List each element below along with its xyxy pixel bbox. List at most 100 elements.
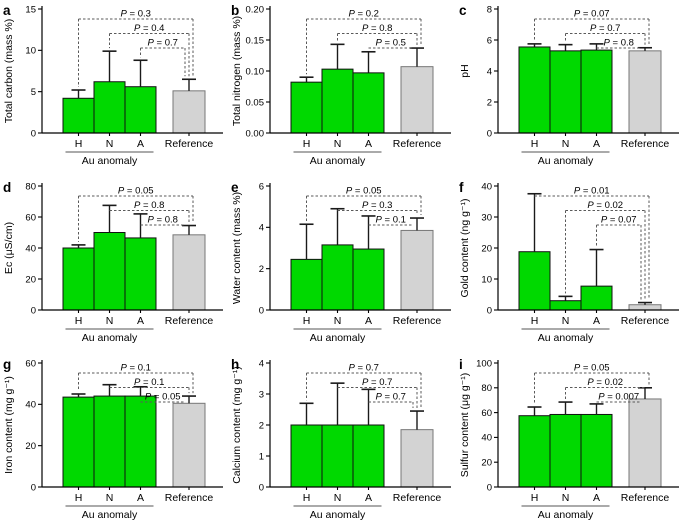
bar-h [290, 258, 323, 311]
p-value-label: P = 0.7 [349, 363, 379, 374]
group-label: Au anomaly [538, 332, 594, 344]
panel-letter: d [3, 180, 11, 195]
reference-bar-reference [400, 229, 434, 311]
y-tick-label: 40 [481, 181, 492, 192]
y-axis-title: pH [459, 64, 471, 77]
x-category-label: N [106, 138, 114, 150]
y-axis-title: Water content (mass %) [231, 192, 243, 304]
panel-letter: h [231, 357, 239, 372]
p-value-label: P = 0.8 [148, 215, 178, 226]
reference-bar-reference [628, 398, 662, 488]
y-tick-label: 20 [25, 274, 36, 285]
bar-a [580, 49, 613, 134]
bar-a [352, 72, 385, 134]
p-value-label: P = 0.05 [574, 363, 610, 374]
panel-chart-c: P = 0.07 P = 0.7 P = 0.8 0 2 4 6 8 H N A Reference A… [459, 3, 679, 167]
y-tick-label: 6 [487, 35, 492, 46]
p-value-label: P = 0.07 [574, 9, 610, 20]
y-tick-label: 10 [481, 274, 492, 285]
p-value-label: P = 0.3 [121, 9, 151, 20]
y-axis-title: Gold content (ng g⁻¹) [459, 199, 471, 298]
bar-h [290, 81, 323, 134]
x-category-label: H [75, 492, 83, 504]
x-category-label: H [303, 138, 311, 150]
bar-a [580, 285, 613, 311]
y-tick-label: 20 [25, 441, 36, 452]
x-category-label: A [137, 138, 144, 150]
panel-b: P = 0.2 P = 0.8 P = 0.5 0.00 0.05 0.10 0.15 0.2… [228, 0, 456, 177]
x-category-label: N [334, 492, 342, 504]
panel-letter: c [459, 3, 467, 18]
panel-letter: a [3, 3, 11, 18]
group-label: Au anomaly [82, 509, 138, 521]
y-tick-label: 40 [25, 400, 36, 411]
p-value-label: P = 0.8 [134, 200, 164, 211]
p-value-label: P = 0.05 [118, 186, 154, 197]
y-tick-label: 40 [25, 243, 36, 254]
x-category-label: Reference [393, 138, 442, 150]
reference-bar-reference [172, 234, 206, 311]
y-tick-label: 8 [487, 4, 492, 15]
bar-n [93, 81, 126, 134]
group-label: Au anomaly [310, 509, 366, 521]
y-axis-title: Sulfur content (μg g⁻¹) [459, 373, 471, 477]
bar-h [62, 97, 95, 134]
x-category-label: N [334, 315, 342, 327]
y-tick-label: 0 [259, 305, 264, 316]
x-category-label: A [593, 315, 600, 327]
y-tick-label: 4 [259, 358, 264, 369]
y-tick-label: 4 [259, 223, 264, 234]
bar-a [124, 86, 157, 134]
x-category-label: H [531, 492, 539, 504]
y-axis-title: Calcium content (mg g⁻¹) [231, 366, 243, 484]
x-category-label: A [593, 138, 600, 150]
y-tick-label: 0.20 [246, 4, 265, 15]
y-tick-label: 0 [259, 482, 264, 493]
y-tick-label: 0 [487, 128, 492, 139]
x-category-label: N [562, 315, 570, 327]
panel-letter: b [231, 3, 239, 18]
y-tick-label: 0.05 [246, 97, 265, 108]
y-tick-label: 80 [25, 181, 36, 192]
bar-n [321, 424, 354, 488]
panel-c: P = 0.07 P = 0.7 P = 0.8 0 2 4 6 8 H N A Reference A… [456, 0, 684, 177]
p-value-label: P = 0.7 [376, 392, 406, 403]
y-tick-label: 0.15 [246, 35, 265, 46]
y-axis-title: Iron content (mg g⁻¹) [3, 376, 15, 474]
reference-bar-reference [628, 50, 662, 134]
panel-chart-b: P = 0.2 P = 0.8 P = 0.5 0.00 0.05 0.10 0.15 0.2… [231, 3, 451, 167]
p-value-label: P = 0.8 [604, 38, 634, 49]
p-value-label: P = 0.1 [121, 363, 151, 374]
bar-h [290, 424, 323, 488]
p-value-label: P = 0.5 [376, 38, 406, 49]
y-tick-label: 20 [481, 243, 492, 254]
x-category-label: N [106, 492, 114, 504]
x-category-label: N [562, 492, 570, 504]
p-value-label: P = 0.7 [362, 377, 392, 388]
p-value-label: P = 0.7 [590, 23, 620, 34]
y-tick-label: 4 [487, 66, 492, 77]
bar-n [321, 68, 354, 134]
y-tick-label: 80 [481, 383, 492, 394]
panel-chart-a: P = 0.3 P = 0.4 P = 0.7 0 5 10 15 H N A Reference A… [3, 3, 223, 167]
group-label: Au anomaly [310, 332, 366, 344]
bar-a [124, 237, 157, 311]
y-tick-label: 0 [31, 128, 36, 139]
bar-h [62, 396, 95, 488]
bar-n [549, 413, 582, 488]
p-value-label: P = 0.4 [134, 23, 164, 34]
p-value-label: P = 0.7 [148, 38, 178, 49]
y-tick-label: 6 [259, 181, 264, 192]
x-category-label: N [334, 138, 342, 150]
reference-bar-reference [400, 66, 434, 134]
x-category-label: Reference [621, 138, 670, 150]
x-category-label: A [365, 138, 372, 150]
y-tick-label: 30 [481, 212, 492, 223]
x-category-label: Reference [165, 315, 214, 327]
bar-h [518, 251, 551, 311]
y-tick-label: 0 [31, 305, 36, 316]
reference-bar-reference [172, 402, 206, 488]
p-value-label: P = 0.05 [346, 186, 382, 197]
